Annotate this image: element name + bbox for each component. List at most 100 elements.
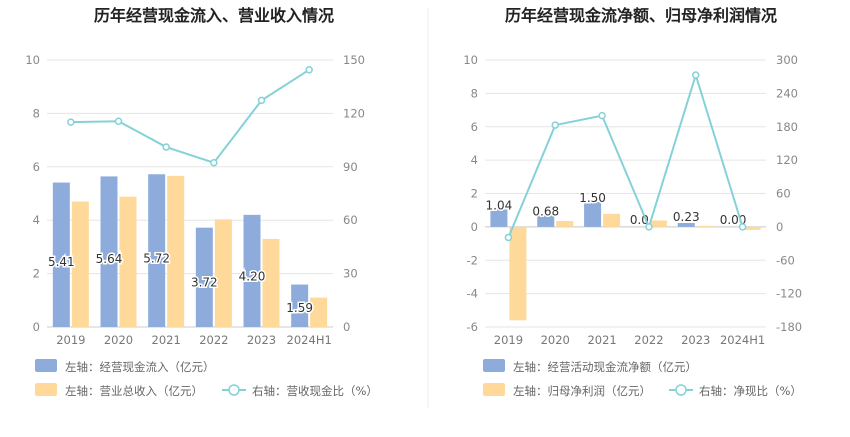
chart-2-line-point bbox=[692, 71, 700, 79]
chart-2-legend-label: 左轴：经营活动现金流净额（亿元） bbox=[513, 360, 697, 374]
chart-2-data-label: 0.68 bbox=[532, 205, 559, 219]
chart-2-right-tick: 240 bbox=[776, 86, 798, 100]
chart-1-bar-series-1 bbox=[148, 174, 166, 327]
chart-2-left-tick: 10 bbox=[463, 53, 478, 67]
chart-1-bar-series-1 bbox=[291, 284, 309, 327]
chart-1-line-series bbox=[70, 68, 310, 164]
chart-2-bar-series-2 bbox=[696, 226, 714, 227]
chart-1-x-tick: 2024H1 bbox=[287, 333, 332, 347]
chart-2-x-tick: 2020 bbox=[541, 333, 570, 347]
chart-2-left-tick: 2 bbox=[471, 187, 478, 201]
chart-2-left-tick: -4 bbox=[467, 287, 478, 301]
chart-2-data-label: 0.23 bbox=[673, 210, 700, 224]
chart-1-line-point bbox=[210, 158, 218, 167]
chart-2-bar-series-1 bbox=[537, 215, 555, 227]
chart-2-x-tick: 2021 bbox=[587, 333, 616, 347]
chart-1-title: 历年经营现金流入、营业收入情况 bbox=[94, 6, 334, 25]
chart-2-right-tick: 300 bbox=[776, 53, 798, 67]
chart-1-plot: 0 2 4 6 8 10 0 30 60 90 120 150 2019 2020 2021 2022 2023… bbox=[25, 53, 378, 398]
chart-2-line-point bbox=[504, 233, 513, 242]
chart-1-left-tick: 8 bbox=[33, 106, 40, 120]
chart-2-title: 历年经营现金流净额、归母净利润情况 bbox=[505, 6, 777, 25]
chart-2-right-tick: -60 bbox=[776, 253, 795, 267]
chart-2-x-tick: 2019 bbox=[494, 333, 523, 347]
chart-2-left-tick: 4 bbox=[471, 153, 478, 167]
chart-1-bar-series-2 bbox=[214, 219, 232, 327]
chart-1-legend-label: 左轴：营业总收入（亿元） bbox=[65, 384, 203, 398]
chart-1-x-tick: 2020 bbox=[104, 333, 133, 347]
chart-1-data-label: 5.41 bbox=[48, 255, 75, 269]
chart-1-bar-series-2 bbox=[262, 238, 280, 327]
chart-2-left-tick: -6 bbox=[467, 320, 478, 334]
chart-1-legend-label: 右轴：营收现金比（%） bbox=[252, 384, 378, 398]
chart-2-right-tick: 120 bbox=[776, 153, 798, 167]
chart-2-line-series bbox=[507, 71, 744, 238]
chart-1-data-label: 5.72 bbox=[143, 251, 170, 265]
chart-2-bar-series-2 bbox=[603, 213, 621, 227]
chart-1-x-tick: 2021 bbox=[152, 333, 181, 347]
chart-1-right-tick: 30 bbox=[343, 267, 358, 281]
chart-2-data-label: 1.04 bbox=[486, 199, 513, 213]
chart-2-bar-series-2 bbox=[649, 220, 667, 227]
chart-1-left-tick: 6 bbox=[33, 160, 40, 174]
chart-1-line-point bbox=[162, 143, 170, 151]
chart-2-legend-label: 左轴：归母净利润（亿元） bbox=[513, 384, 651, 398]
chart-2-legend-swatch bbox=[483, 359, 505, 372]
chart-1-line-point bbox=[67, 118, 75, 126]
chart-2-plot: -6 -4 -2 0 2 4 6 8 10 -180 -120 -60 0 60 120 180 240 300 2… bbox=[463, 53, 802, 398]
chart-2-bar-series-1 bbox=[584, 201, 602, 227]
chart-2-x-tick: 2024H1 bbox=[720, 333, 765, 347]
chart-2-legend-swatch bbox=[483, 383, 505, 396]
chart-1-line-point bbox=[305, 66, 313, 74]
chart-2-left-tick: 8 bbox=[471, 86, 478, 100]
chart-2-bar-series-1 bbox=[677, 223, 695, 227]
chart-1-right-tick: 120 bbox=[343, 106, 365, 120]
chart-1-x-tick: 2019 bbox=[56, 333, 85, 347]
chart-1-line-point bbox=[257, 96, 266, 105]
chart-1-left-tick: 10 bbox=[25, 53, 40, 67]
chart-2-bar-series-2 bbox=[556, 221, 574, 227]
chart-1-right-tick: 90 bbox=[343, 160, 358, 174]
chart-1-bar-series-2 bbox=[310, 297, 328, 327]
chart-1-bar-series-1 bbox=[195, 227, 213, 327]
chart-1-x-tick: 2023 bbox=[247, 333, 276, 347]
chart-2-left-tick: -2 bbox=[467, 253, 478, 267]
chart-2-line-point bbox=[645, 223, 653, 231]
chart-1-legend-swatch bbox=[35, 359, 57, 372]
chart-2-legend-label: 右轴：净现比（%） bbox=[699, 384, 802, 398]
chart-2-right-tick: 180 bbox=[776, 120, 798, 134]
chart-1-right-tick: 0 bbox=[343, 320, 350, 334]
chart-1-data-label: 5.64 bbox=[96, 252, 123, 266]
chart-1-left-tick: 2 bbox=[33, 267, 40, 281]
chart-2-legend-marker bbox=[675, 384, 687, 396]
chart-2-x-tick: 2023 bbox=[681, 333, 710, 347]
chart-1-left-tick: 4 bbox=[33, 213, 40, 227]
chart-2-right-tick: 0 bbox=[776, 220, 783, 234]
chart-2-left-tick: 0 bbox=[471, 220, 478, 234]
chart-2-bar-series-1 bbox=[490, 209, 508, 227]
chart-1-bar-series-1 bbox=[52, 182, 70, 327]
chart-1-bar-series-2 bbox=[71, 201, 89, 327]
chart-2-bar-series-2 bbox=[743, 226, 761, 230]
chart-2-x-tick: 2022 bbox=[634, 333, 663, 347]
chart-1-bar-series-2 bbox=[167, 175, 185, 327]
chart-1-data-label: 4.20 bbox=[239, 270, 266, 284]
chart-1-right-tick: 150 bbox=[343, 53, 365, 67]
chart-1-data-label: 1.59 bbox=[286, 301, 313, 315]
chart-1-bar-series-1 bbox=[100, 176, 118, 327]
chart-1-line-point bbox=[114, 117, 123, 125]
chart-2-left-tick: 6 bbox=[471, 120, 478, 134]
chart-1-data-label: 3.72 bbox=[191, 275, 218, 289]
chart-1-left-tick: 0 bbox=[33, 320, 40, 334]
chart-2-line-point bbox=[551, 121, 559, 129]
chart-1-legend-marker bbox=[228, 384, 240, 396]
chart-1-legend-swatch bbox=[35, 383, 57, 396]
chart-1-bar-series-2 bbox=[119, 196, 137, 327]
chart-1-bar-series-1 bbox=[243, 214, 261, 327]
chart-2-right-tick: -120 bbox=[776, 287, 802, 301]
chart-2-bar-series-2 bbox=[509, 226, 527, 321]
chart-1-x-tick: 2022 bbox=[199, 333, 228, 347]
chart-2-line-point bbox=[738, 223, 747, 231]
